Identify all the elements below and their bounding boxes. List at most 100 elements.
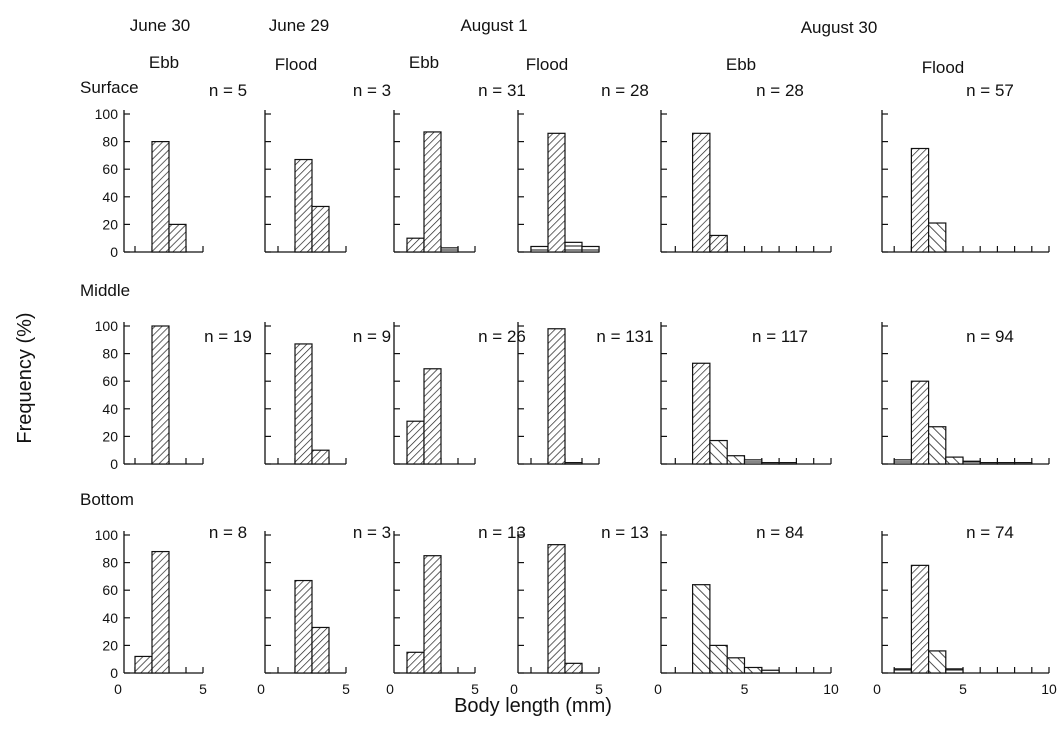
histogram-bar (893, 459, 913, 465)
histogram-bar (581, 245, 600, 253)
x-tick-label: 5 (342, 681, 350, 697)
histogram-bar (945, 456, 964, 465)
histogram-bar (547, 544, 566, 674)
panel-surface-august-1-ebb: n = 31 (393, 81, 526, 253)
x-tick-label: 5 (741, 681, 749, 697)
histogram-bar (691, 362, 711, 465)
sample-size-label: n = 26 (478, 327, 526, 346)
histogram-bar (927, 650, 947, 674)
header-date-august-1: August 1 (460, 16, 527, 35)
panel-middle-august-1-ebb: n = 26 (393, 322, 526, 465)
sample-size-label: n = 8 (209, 523, 247, 542)
header-tide-ebb-august-30: Ebb (726, 55, 756, 74)
row-label-surface: Surface (80, 78, 139, 97)
histogram-bar (564, 662, 583, 674)
panel-surface-august-30-ebb: n = 28 (660, 81, 832, 253)
histogram-bar (709, 234, 728, 253)
histogram-bar (709, 439, 728, 465)
x-tick-label: 0 (386, 681, 394, 697)
panel-bottom-august-1-ebb: 0 5 n = 13 (386, 523, 526, 697)
y-tick-label: 20 (102, 637, 118, 653)
histogram-bar (726, 657, 746, 674)
y-tick-label: 80 (102, 346, 118, 362)
x-tick-label: 0 (257, 681, 265, 697)
x-tick-label: 10 (1041, 681, 1057, 697)
panel-middle-august-30-ebb: n = 117 (660, 322, 832, 465)
histogram-bar (547, 132, 566, 253)
y-tick-label: 0 (110, 456, 118, 472)
y-tick-label: 40 (102, 189, 118, 205)
sample-size-label: n = 3 (353, 81, 391, 100)
histogram-bar (979, 462, 999, 465)
histogram-bar (151, 325, 170, 465)
histogram-bar (962, 460, 981, 465)
histogram-bar (151, 550, 170, 674)
histogram-bar (945, 668, 964, 674)
header-date-june-30: June 30 (130, 16, 191, 35)
y-tick-label: 80 (102, 134, 118, 150)
row-label-bottom: Bottom (80, 490, 134, 509)
panel-middle-june-30-ebb: 0 20 40 60 80 100 n = 19 (95, 318, 252, 472)
y-tick-label: 20 (102, 428, 118, 444)
histogram-bar (311, 205, 330, 253)
histogram-bar (423, 555, 442, 674)
header-date-august-30: August 30 (801, 18, 878, 37)
histogram-bar (691, 132, 711, 253)
panel-bottom-august-30-ebb: 0 5 10 n = 84 (654, 523, 839, 697)
histogram-bar (134, 655, 153, 674)
header-tide-flood-august-30: Flood (922, 58, 965, 77)
panel-surface-august-1-flood: n = 28 (517, 81, 649, 253)
y-tick-label: 100 (95, 106, 119, 122)
histogram-bar (761, 462, 780, 465)
panel-bottom-august-30-flood: 0 5 10 n = 74 (873, 523, 1057, 697)
panel-middle-august-30-flood: n = 94 (881, 322, 1050, 465)
header-date-june-29: June 29 (269, 16, 330, 35)
sample-size-label: n = 94 (966, 327, 1014, 346)
histogram-bar (778, 462, 797, 465)
histogram-bar (743, 459, 763, 465)
header-tide-ebb-august-1: Ebb (409, 53, 439, 72)
histogram-bar (761, 669, 780, 674)
x-tick-label: 0 (654, 681, 662, 697)
panel-bottom-june-30-ebb: 0 20 40 60 80 100 0 5 n = 8 (95, 523, 248, 697)
sample-size-label: n = 28 (756, 81, 804, 100)
sample-size-label: n = 5 (209, 81, 247, 100)
sample-size-label: n = 117 (752, 327, 808, 346)
header-tide-flood-june-29: Flood (275, 55, 318, 74)
histogram-bar (406, 237, 425, 253)
header-tide-ebb-june-30: Ebb (149, 53, 179, 72)
histogram-bar (423, 131, 442, 253)
y-tick-label: 0 (110, 665, 118, 681)
x-tick-label: 0 (510, 681, 518, 697)
histogram-bar (547, 328, 566, 465)
y-tick-label: 60 (102, 373, 118, 389)
histogram-bar (151, 141, 170, 253)
sample-size-label: n = 3 (353, 523, 391, 542)
panel-bottom-august-1-flood: 0 5 n = 13 (510, 523, 649, 697)
x-axis-title: Body length (mm) (454, 695, 612, 717)
histogram-bar (406, 651, 425, 674)
histogram-bar (893, 668, 913, 674)
histogram-bar (927, 426, 947, 465)
y-tick-label: 40 (102, 610, 118, 626)
sample-size-label: n = 28 (601, 81, 649, 100)
panel-bottom-june-29-flood: 0 5 n = 3 (257, 523, 391, 697)
y-tick-label: 100 (95, 318, 119, 334)
histogram-bar (691, 584, 711, 674)
x-tick-label: 5 (959, 681, 967, 697)
y-axis-title: Frequency (%) (14, 312, 36, 443)
y-tick-label: 0 (110, 244, 118, 260)
sample-size-label: n = 13 (601, 523, 649, 542)
panel-middle-august-1-flood: n = 131 (517, 322, 654, 465)
histogram-bar (927, 222, 947, 253)
histogram-bar (743, 666, 763, 674)
histogram-bar (311, 449, 330, 465)
panel-middle-june-29-flood: n = 9 (264, 322, 391, 465)
histogram-bar (311, 626, 330, 674)
x-tick-label: 10 (823, 681, 839, 697)
histogram-bar (440, 247, 459, 253)
x-tick-label: 0 (114, 681, 122, 697)
sample-size-label: n = 131 (596, 327, 653, 346)
sample-size-label: n = 19 (204, 327, 252, 346)
